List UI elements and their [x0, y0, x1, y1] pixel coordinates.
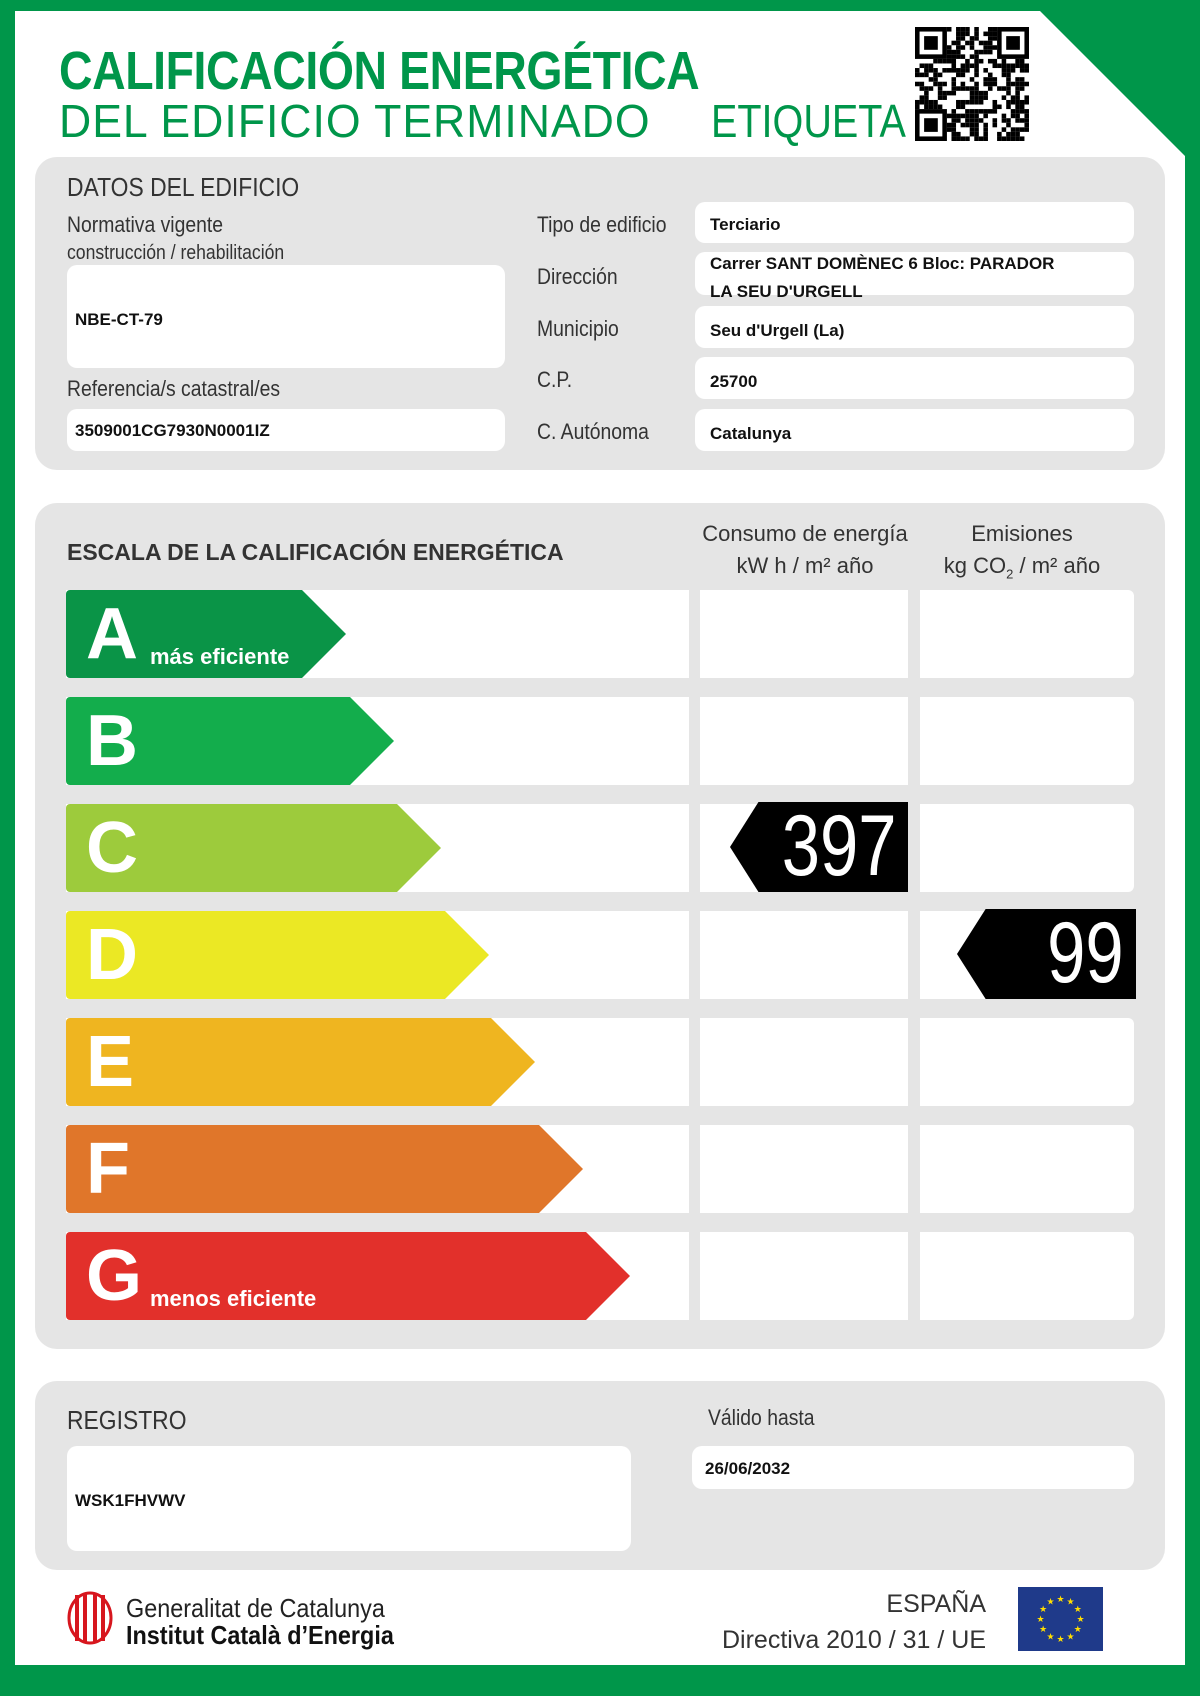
energy-unit: kW h / m² año: [736, 553, 874, 578]
autonoma-value: Catalunya: [710, 424, 792, 443]
title-line1: CALIFICACIÓN ENERGÉTICA: [59, 41, 700, 101]
autonoma-field: [695, 409, 1134, 451]
tipo-label: Tipo de edificio: [537, 212, 667, 237]
energy-column-header: Consumo de energía: [695, 521, 915, 547]
emissions-unit-a: kg CO: [943, 553, 1007, 578]
normativa-label: Normativa vigente: [67, 212, 224, 237]
emissions-column-header: Emisiones: [971, 521, 1073, 546]
energy-cell: [700, 1232, 908, 1320]
rating-arrow-d: D: [66, 911, 489, 999]
svg-text:★: ★: [1066, 1597, 1074, 1607]
energy-cell: [700, 697, 908, 785]
rating-arrow-e: E: [66, 1018, 535, 1106]
svg-text:★: ★: [1066, 1631, 1074, 1641]
etiqueta-label: ETIQUETA: [711, 95, 906, 147]
referencia-label: Referencia/s catastral/es: [67, 376, 281, 401]
direccion-value-2: LA SEU D'URGELL: [710, 282, 863, 301]
cp-value: 25700: [710, 372, 758, 391]
energy-cell: [700, 590, 908, 678]
tipo-value: Terciario: [710, 215, 781, 234]
energy-cell: [700, 1125, 908, 1213]
svg-text:★: ★: [1074, 1624, 1082, 1634]
municipio-field: [695, 306, 1134, 348]
svg-text:★: ★: [1076, 1614, 1084, 1624]
municipio-label: Municipio: [537, 316, 619, 341]
svg-text:★: ★: [1074, 1604, 1082, 1614]
rating-letter: G: [86, 1236, 143, 1316]
svg-text:★: ★: [1039, 1604, 1047, 1614]
svg-text:★: ★: [1036, 1614, 1044, 1624]
valid-until-value: 26/06/2032: [705, 1459, 791, 1478]
rating-letter: B: [86, 701, 138, 781]
valid-until-field: [692, 1446, 1134, 1489]
autonoma-label: C. Autónoma: [537, 419, 649, 444]
normativa-field: [67, 265, 505, 368]
generalitat-logo-icon: [67, 1591, 113, 1645]
referencia-field: [67, 409, 505, 451]
scale-title: ESCALA DE LA CALIFICACIÓN ENERGÉTICA: [67, 539, 564, 565]
emissions-cell: [920, 804, 1134, 892]
rating-letter: A: [86, 594, 138, 674]
emissions-cell: [920, 1125, 1134, 1213]
title-line2: DEL EDIFICIO TERMINADO: [59, 95, 651, 147]
emissions-unit: kg CO2 / m² año: [912, 553, 1132, 581]
svg-text:★: ★: [1046, 1631, 1054, 1641]
referencia-value: 3509001CG7930N0001IZ: [75, 421, 270, 440]
emissions-value: 99: [1047, 905, 1124, 1001]
rating-sub-label: más eficiente: [150, 644, 290, 669]
eu-flag-icon: ★★★★★★★★★ ★ ★★: [1018, 1587, 1103, 1651]
tipo-field: [695, 202, 1134, 243]
rating-letter: C: [86, 808, 138, 888]
energy-header-line1: Consumo de energía: [702, 521, 908, 546]
emissions-cell: [920, 697, 1134, 785]
registry-label: REGISTRO: [67, 1405, 187, 1435]
directive-label: Directiva 2010 / 31 / UE: [721, 1626, 986, 1654]
energy-value-tag: 397: [730, 802, 908, 892]
emissions-cell: [920, 1232, 1134, 1320]
normativa-label-2: construcción / rehabilitación: [67, 242, 285, 264]
svg-text:★: ★: [1056, 1594, 1064, 1604]
direccion-field: [695, 252, 1134, 295]
svg-text:★: ★: [1046, 1597, 1054, 1607]
org-name: Generalitat de Catalunya: [126, 1593, 385, 1623]
qr-code-icon: [915, 27, 1029, 141]
rating-sub-label: menos eficiente: [150, 1286, 317, 1311]
country-label: ESPAÑA: [886, 1590, 986, 1618]
emissions-cell: [920, 1018, 1134, 1106]
registry-value: WSK1FHVWV: [75, 1491, 186, 1510]
emissions-unit-b: / m² año: [1013, 553, 1101, 578]
rating-arrow-f: F: [66, 1125, 583, 1213]
cp-label: C.P.: [537, 367, 573, 392]
institute-name: Institut Català d’Energia: [126, 1620, 394, 1650]
emissions-value-tag: 99: [957, 909, 1136, 999]
normativa-value: NBE-CT-79: [75, 310, 163, 329]
svg-text:★: ★: [1056, 1634, 1064, 1644]
emissions-unit-sub: 2: [1006, 566, 1014, 582]
direccion-label: Dirección: [537, 264, 618, 289]
emissions-cell: [920, 590, 1134, 678]
cp-field: [695, 357, 1134, 399]
rating-arrow-b: B: [66, 697, 394, 785]
direccion-value: Carrer SANT DOMÈNEC 6 Bloc: PARADOR: [710, 254, 1055, 273]
municipio-value: Seu d'Urgell (La): [710, 321, 845, 340]
rating-letter: D: [86, 915, 138, 995]
energy-cell: [700, 911, 908, 999]
energy-cell: [700, 1018, 908, 1106]
energy-value: 397: [781, 798, 896, 894]
valid-until-label: Válido hasta: [708, 1405, 815, 1430]
rating-letter: F: [86, 1129, 130, 1209]
section-title: DATOS DEL EDIFICIO: [67, 172, 300, 202]
rating-letter: E: [86, 1022, 135, 1102]
svg-text:★: ★: [1039, 1624, 1047, 1634]
registry-field: [67, 1446, 631, 1551]
rating-arrow-c: C: [66, 804, 441, 892]
